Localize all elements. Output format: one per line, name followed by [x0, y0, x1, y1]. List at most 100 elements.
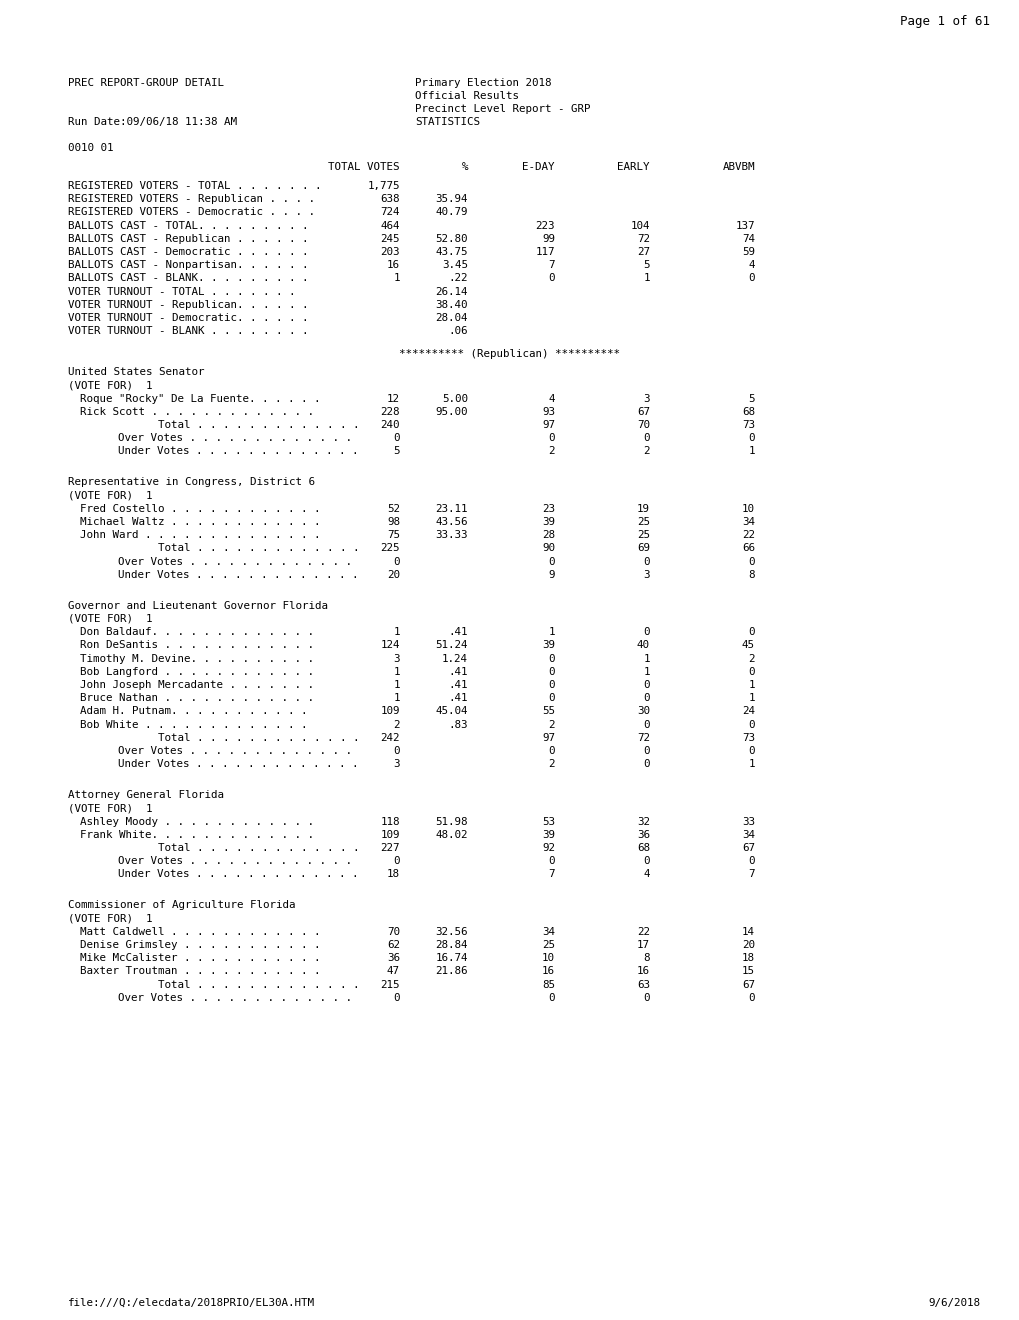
Text: Bruce Nathan . . . . . . . . . . . .: Bruce Nathan . . . . . . . . . . . . — [79, 693, 314, 704]
Text: 74: 74 — [741, 234, 754, 244]
Text: 92: 92 — [541, 843, 554, 853]
Text: 72: 72 — [637, 733, 649, 743]
Text: 2: 2 — [393, 719, 399, 730]
Text: United States Senator: United States Senator — [68, 367, 204, 378]
Text: 1: 1 — [748, 759, 754, 770]
Text: 24: 24 — [741, 706, 754, 717]
Text: 3: 3 — [393, 653, 399, 664]
Text: 45.04: 45.04 — [435, 706, 468, 717]
Text: Over Votes . . . . . . . . . . . . .: Over Votes . . . . . . . . . . . . . — [118, 433, 352, 444]
Text: 7: 7 — [548, 870, 554, 879]
Text: Denise Grimsley . . . . . . . . . . .: Denise Grimsley . . . . . . . . . . . — [79, 940, 320, 950]
Text: Attorney General Florida: Attorney General Florida — [68, 791, 224, 800]
Text: VOTER TURNOUT - Republican. . . . . .: VOTER TURNOUT - Republican. . . . . . — [68, 300, 308, 310]
Text: 51.24: 51.24 — [435, 640, 468, 651]
Text: 73: 73 — [741, 733, 754, 743]
Text: Under Votes . . . . . . . . . . . . .: Under Votes . . . . . . . . . . . . . — [118, 870, 358, 879]
Text: 52.80: 52.80 — [435, 234, 468, 244]
Text: 68: 68 — [741, 407, 754, 417]
Text: 5: 5 — [393, 446, 399, 457]
Text: 18: 18 — [386, 870, 399, 879]
Text: 223: 223 — [535, 220, 554, 231]
Text: 25: 25 — [637, 517, 649, 527]
Text: 0: 0 — [643, 693, 649, 704]
Text: 124: 124 — [380, 640, 399, 651]
Text: John Ward . . . . . . . . . . . . . .: John Ward . . . . . . . . . . . . . . — [79, 531, 320, 540]
Text: 5: 5 — [748, 393, 754, 404]
Text: 40.79: 40.79 — [435, 207, 468, 218]
Text: 0: 0 — [548, 557, 554, 566]
Text: Precinct Level Report - GRP: Precinct Level Report - GRP — [415, 104, 590, 114]
Text: 16: 16 — [386, 260, 399, 271]
Text: 95.00: 95.00 — [435, 407, 468, 417]
Text: 85: 85 — [541, 979, 554, 990]
Text: (VOTE FOR)  1: (VOTE FOR) 1 — [68, 491, 153, 500]
Text: 1: 1 — [748, 693, 754, 704]
Text: Official Results: Official Results — [415, 91, 519, 102]
Text: Timothy M. Devine. . . . . . . . . .: Timothy M. Devine. . . . . . . . . . — [79, 653, 314, 664]
Text: 17: 17 — [637, 940, 649, 950]
Text: .41: .41 — [448, 667, 468, 677]
Text: Ashley Moody . . . . . . . . . . . .: Ashley Moody . . . . . . . . . . . . — [79, 817, 314, 826]
Text: John Joseph Mercadante . . . . . . .: John Joseph Mercadante . . . . . . . — [79, 680, 314, 690]
Text: 45: 45 — [741, 640, 754, 651]
Text: 240: 240 — [380, 420, 399, 430]
Text: VOTER TURNOUT - TOTAL . . . . . . .: VOTER TURNOUT - TOTAL . . . . . . . — [68, 286, 296, 297]
Text: 67: 67 — [741, 979, 754, 990]
Text: 3: 3 — [643, 570, 649, 579]
Text: 0: 0 — [548, 433, 554, 444]
Text: 33: 33 — [741, 817, 754, 826]
Text: 43.56: 43.56 — [435, 517, 468, 527]
Text: Over Votes . . . . . . . . . . . . .: Over Votes . . . . . . . . . . . . . — [118, 557, 352, 566]
Text: 1.24: 1.24 — [441, 653, 468, 664]
Text: STATISTICS: STATISTICS — [415, 117, 480, 127]
Text: Page 1 of 61: Page 1 of 61 — [899, 15, 989, 28]
Text: 7: 7 — [748, 870, 754, 879]
Text: 98: 98 — [386, 517, 399, 527]
Text: 22: 22 — [741, 531, 754, 540]
Text: 1: 1 — [393, 273, 399, 284]
Text: .83: .83 — [448, 719, 468, 730]
Text: 20: 20 — [741, 940, 754, 950]
Text: 99: 99 — [541, 234, 554, 244]
Text: .41: .41 — [448, 693, 468, 704]
Text: 2: 2 — [748, 653, 754, 664]
Text: 1: 1 — [643, 667, 649, 677]
Text: Total . . . . . . . . . . . . .: Total . . . . . . . . . . . . . — [158, 733, 359, 743]
Text: 0: 0 — [748, 857, 754, 866]
Text: 1: 1 — [643, 653, 649, 664]
Text: 28.84: 28.84 — [435, 940, 468, 950]
Text: 0: 0 — [548, 667, 554, 677]
Text: 0: 0 — [643, 680, 649, 690]
Text: 26.14: 26.14 — [435, 286, 468, 297]
Text: 0: 0 — [393, 433, 399, 444]
Text: 15: 15 — [741, 966, 754, 977]
Text: 10: 10 — [741, 504, 754, 513]
Text: 4: 4 — [643, 870, 649, 879]
Text: 23.11: 23.11 — [435, 504, 468, 513]
Text: 0: 0 — [393, 857, 399, 866]
Text: 5.00: 5.00 — [441, 393, 468, 404]
Text: 47: 47 — [386, 966, 399, 977]
Text: 30: 30 — [637, 706, 649, 717]
Text: .22: .22 — [448, 273, 468, 284]
Text: 7: 7 — [548, 260, 554, 271]
Text: Frank White. . . . . . . . . . . . .: Frank White. . . . . . . . . . . . . — [79, 830, 314, 840]
Text: 32: 32 — [637, 817, 649, 826]
Text: Total . . . . . . . . . . . . .: Total . . . . . . . . . . . . . — [158, 843, 359, 853]
Text: .41: .41 — [448, 627, 468, 638]
Text: 67: 67 — [741, 843, 754, 853]
Text: 2: 2 — [548, 446, 554, 457]
Text: 39: 39 — [541, 640, 554, 651]
Text: 51.98: 51.98 — [435, 817, 468, 826]
Text: Baxter Troutman . . . . . . . . . . .: Baxter Troutman . . . . . . . . . . . — [79, 966, 320, 977]
Text: 1: 1 — [643, 273, 649, 284]
Text: 0: 0 — [548, 653, 554, 664]
Text: 66: 66 — [741, 544, 754, 553]
Text: 97: 97 — [541, 420, 554, 430]
Text: 27: 27 — [637, 247, 649, 257]
Text: 109: 109 — [380, 706, 399, 717]
Text: 97: 97 — [541, 733, 554, 743]
Text: 55: 55 — [541, 706, 554, 717]
Text: 3: 3 — [393, 759, 399, 770]
